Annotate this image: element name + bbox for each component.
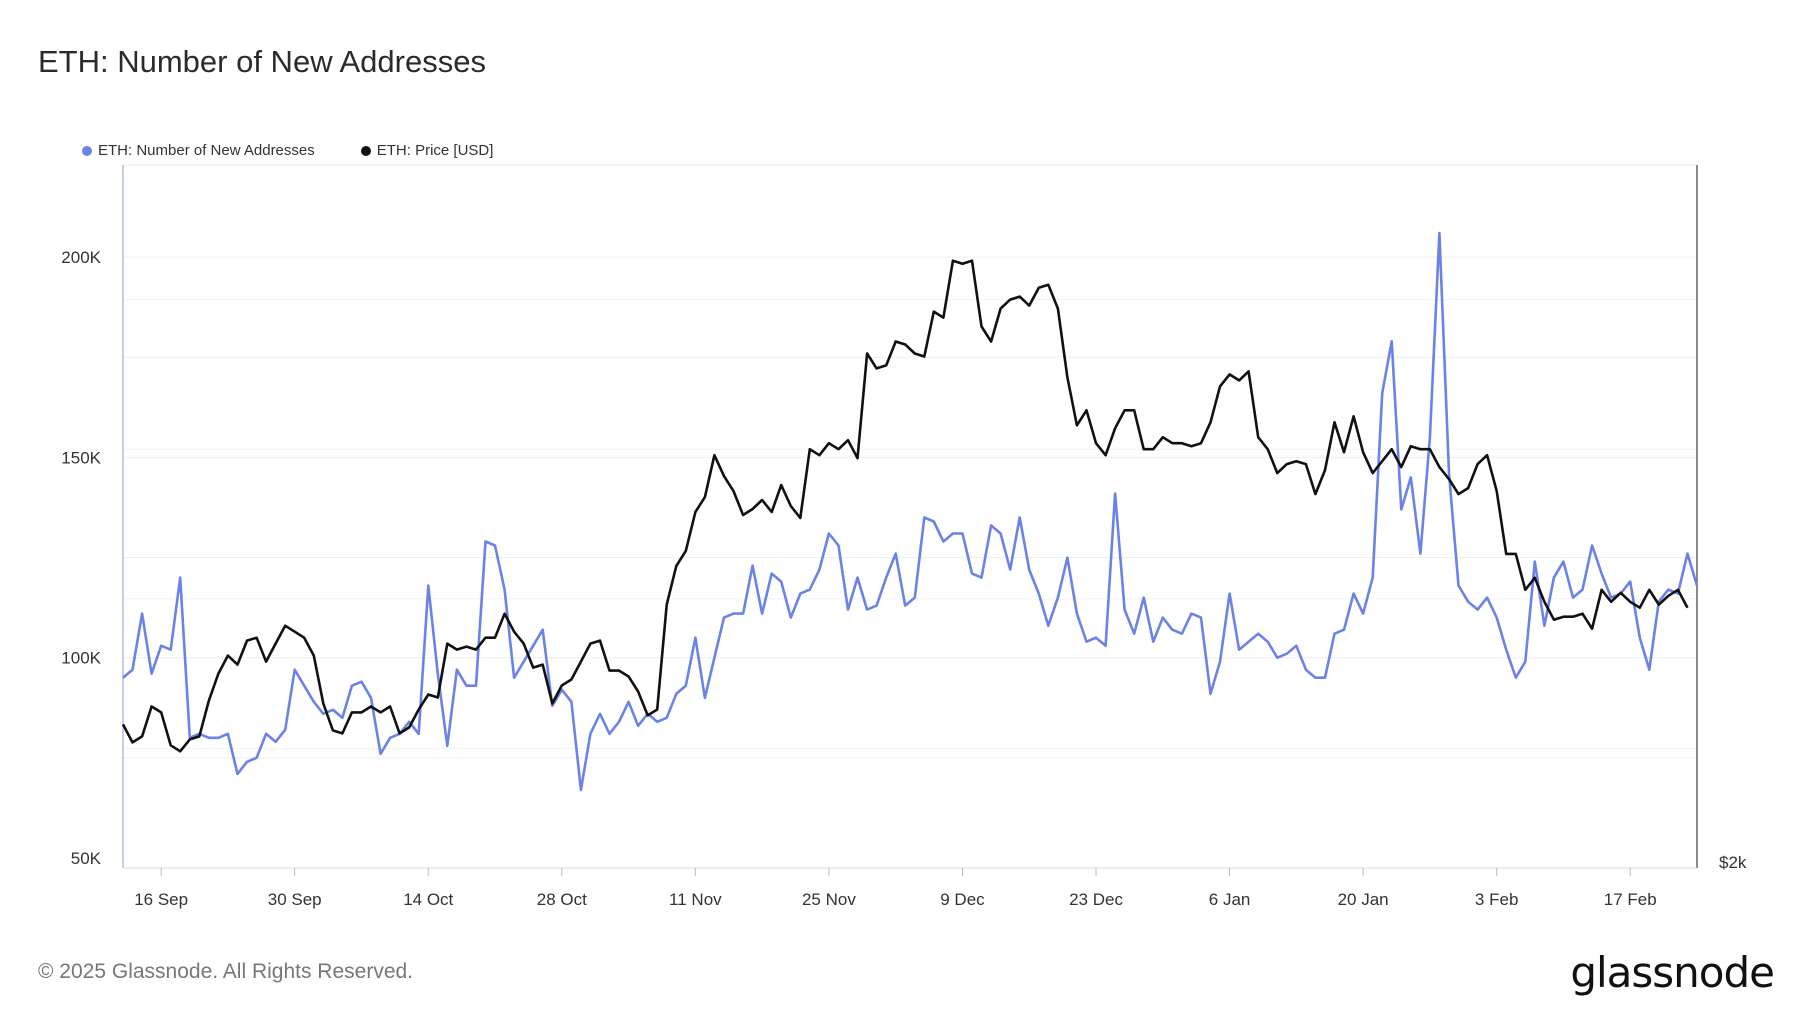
x-tick-label: 25 Nov [802,890,856,909]
x-tick-label: 30 Sep [268,890,322,909]
legend-marker-new-addresses [82,145,92,156]
y-tick-label: 200K [61,248,101,267]
brand-logo: glassnode [1570,948,1775,997]
legend-label-price: ETH: Price [USD] [376,142,494,159]
x-tick-label: 28 Oct [537,890,587,909]
y-tick-label: 100K [61,649,101,668]
x-tick-label: 14 Oct [403,890,453,909]
y-tick-label: 50K [71,849,102,868]
x-tick-label: 3 Feb [1475,890,1518,909]
chart-legend: ETH: Number of New Addresses ETH: Price … [82,142,493,159]
copyright-text: © 2025 Glassnode. All Rights Reserved. [38,960,414,983]
x-tick-label: 20 Jan [1338,890,1389,909]
right-axis-label: $2k [1719,853,1747,872]
x-tick-label: 17 Feb [1604,890,1657,909]
legend-marker-price [360,145,371,156]
plot-area [122,164,1698,869]
chart-title: ETH: Number of New Addresses [38,44,486,79]
x-tick-label: 23 Dec [1069,890,1123,909]
series-line-new-addresses [122,231,1699,792]
series-line-price [121,259,1689,753]
x-tick-label: 9 Dec [940,890,985,909]
y-tick-label: 150K [61,448,101,467]
x-tick-label: 16 Sep [134,890,188,909]
x-tick-label: 11 Nov [669,890,722,909]
legend-label-new-addresses: ETH: Number of New Addresses [98,142,315,159]
legend-item-new-addresses[interactable]: ETH: Number of New Addresses [82,142,315,159]
legend-item-price[interactable]: ETH: Price [USD] [360,142,494,159]
x-tick-label: 6 Jan [1209,890,1251,909]
